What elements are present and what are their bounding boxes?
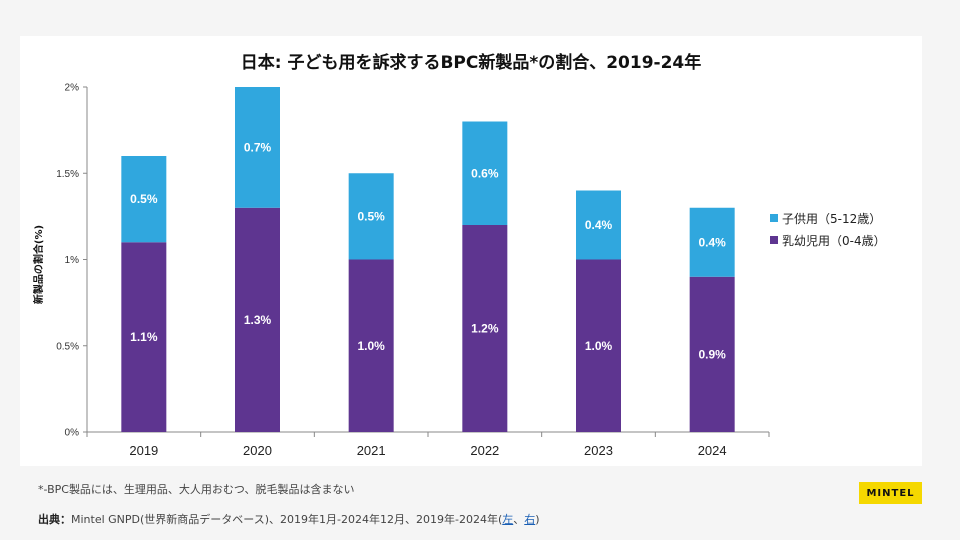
y-axis-label: 新製品の割合(%) — [32, 225, 45, 304]
bar-segment-children-2022 — [462, 121, 508, 225]
bar-segment-children-2024 — [689, 207, 735, 277]
legend-label-children: 子供用（5-12歳） — [782, 211, 882, 226]
x-tick-label: 2021 — [357, 443, 386, 458]
source-note: 出典：Mintel GNPD(世界新商品データベース)、2019年1月-2024… — [38, 511, 540, 527]
x-tick-label: 2024 — [698, 443, 727, 458]
data-label-children-2023: 0.4% — [585, 218, 613, 232]
legend-item-infants: 乳幼児用（0-4歳） — [770, 229, 886, 251]
legend-swatch-infants — [770, 236, 778, 244]
data-label-children-2022: 0.6% — [471, 166, 499, 180]
bar-segment-infants-2019 — [121, 242, 167, 432]
data-label-children-2024: 0.4% — [698, 235, 726, 249]
source-text: Mintel GNPD(世界新商品データベース)、2019年1月-2024年12… — [71, 513, 503, 526]
bar-segment-children-2019 — [121, 156, 167, 243]
bar-segment-infants-2022 — [462, 225, 508, 432]
y-tick-label: 1% — [65, 255, 80, 266]
chart-title: 日本: 子ども用を訴求するBPC新製品*の割合、2019-24年 — [240, 53, 702, 73]
y-tick-label: 2% — [65, 83, 80, 94]
data-label-infants-2020: 1.3% — [244, 313, 272, 327]
source-label: 出典： — [38, 513, 71, 526]
data-label-infants-2021: 1.0% — [357, 339, 385, 353]
y-tick-label: 1.5% — [56, 169, 79, 180]
legend: 子供用（5-12歳） 乳幼児用（0-4歳） — [770, 207, 886, 251]
legend-swatch-children — [770, 214, 778, 222]
data-label-infants-2019: 1.1% — [130, 330, 158, 344]
data-label-children-2021: 0.5% — [357, 209, 385, 223]
bar-segment-infants-2020 — [235, 207, 280, 432]
data-labels: 1.1% 0.5% 1.3% 0.7% 1.0% 0.5% 1.2% 0.6% 1.0% 0.4%… — [130, 140, 726, 361]
axes: 0% 0.5% 1% 1.5% 2% 2019 2020 2021 2022 2023 2024 — [56, 83, 770, 458]
bar-segment-children-2023 — [576, 190, 621, 260]
x-tick-label: 2019 — [129, 443, 158, 458]
bar-segment-children-2021 — [348, 173, 394, 260]
data-label-children-2019: 0.5% — [130, 192, 158, 206]
bar-segment-children-2020 — [235, 87, 280, 208]
x-tick-label: 2020 — [243, 443, 272, 458]
y-tick-label: 0.5% — [56, 341, 79, 352]
source-separator: 、 — [513, 513, 525, 526]
legend-label-infants: 乳幼児用（0-4歳） — [782, 233, 886, 248]
data-label-children-2020: 0.7% — [244, 140, 272, 154]
source-close: ) — [535, 513, 540, 526]
footnote: *-BPC製品には、生理用品、大人用おむつ、脱毛製品は含まない — [38, 483, 355, 496]
bar-segment-infants-2024 — [689, 276, 735, 432]
bar-segment-infants-2023 — [576, 259, 621, 432]
data-label-infants-2024: 0.9% — [698, 347, 726, 361]
x-tick-label: 2023 — [584, 443, 613, 458]
y-tick-label: 0% — [65, 428, 80, 439]
source-link-right[interactable]: 右 — [524, 513, 536, 526]
bar-segment-infants-2021 — [348, 259, 394, 432]
data-label-infants-2023: 1.0% — [585, 339, 613, 353]
legend-item-children: 子供用（5-12歳） — [770, 207, 886, 229]
x-tick-label: 2022 — [470, 443, 499, 458]
data-label-infants-2022: 1.2% — [471, 322, 499, 336]
chart-panel: 日本: 子ども用を訴求するBPC新製品*の割合、2019-24年 0% 0.5% 1… — [20, 36, 922, 466]
mintel-logo: MINTEL — [859, 482, 922, 504]
source-link-left[interactable]: 左 — [502, 513, 514, 526]
bars — [121, 87, 735, 432]
chart-plot: 0% 0.5% 1% 1.5% 2% 2019 2020 2021 2022 2023 2024 1… — [32, 83, 770, 458]
